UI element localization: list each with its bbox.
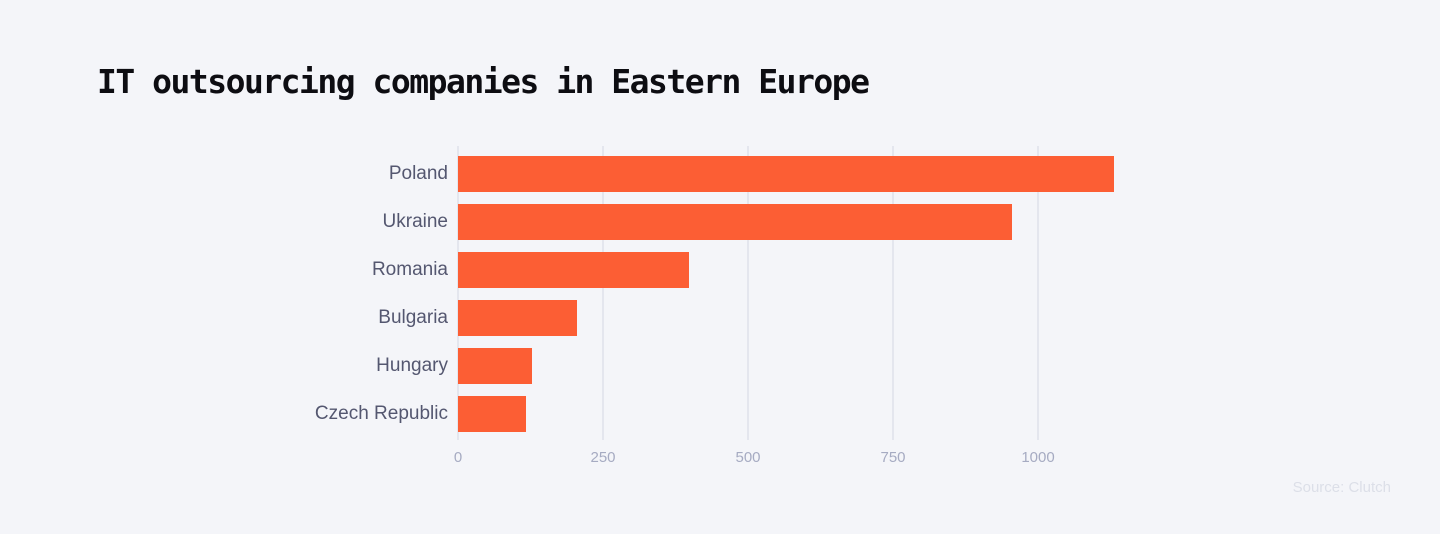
x-tick-label: 0 (453, 449, 463, 466)
bar-poland (458, 156, 1114, 192)
bar-hungary (458, 348, 533, 384)
x-tick-label: 1000 (1021, 449, 1055, 466)
gridline-500 (747, 146, 749, 440)
bar-romania (458, 252, 689, 288)
bar-ukraine (458, 204, 1012, 240)
category-label: Ukraine (382, 211, 448, 232)
x-tick-label: 750 (880, 449, 906, 466)
x-tick-label: 250 (590, 449, 616, 466)
gridline-1000 (1037, 146, 1039, 440)
source-note: Source: Clutch (1292, 479, 1391, 496)
page-title: IT outsourcing companies in Eastern Euro… (97, 62, 870, 101)
gridline-0 (457, 146, 459, 440)
plot-area (457, 146, 1158, 440)
category-label: Czech Republic (314, 403, 448, 424)
category-label: Hungary (376, 355, 448, 376)
x-tick-label: 500 (735, 449, 761, 466)
category-label: Poland (388, 163, 448, 184)
bar-czech-republic (458, 396, 526, 432)
category-label: Bulgaria (378, 307, 448, 328)
category-label: Romania (371, 259, 448, 280)
gridline-750 (892, 146, 894, 440)
gridline-250 (602, 146, 604, 440)
bar-bulgaria (458, 300, 577, 336)
